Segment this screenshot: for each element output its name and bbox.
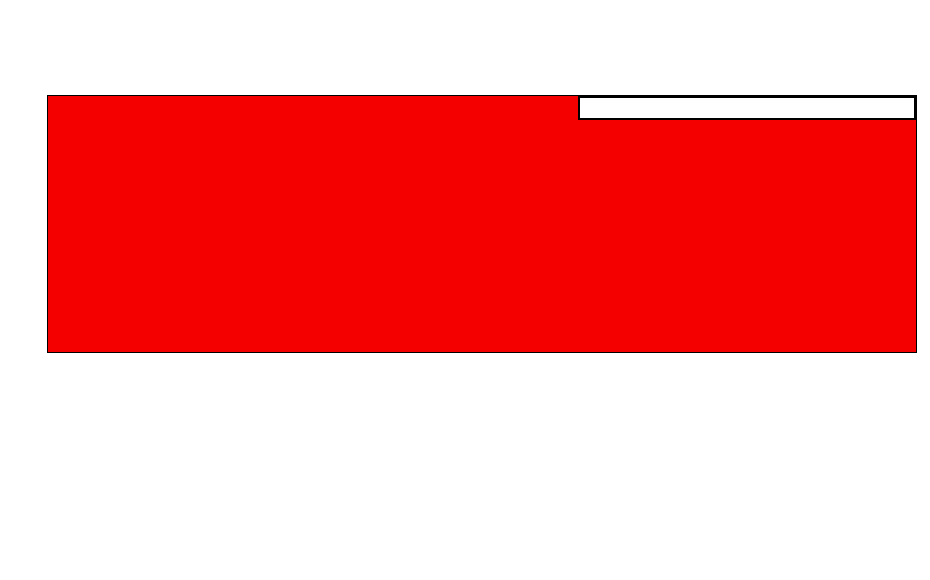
colorbar	[0, 452, 930, 482]
noaa-psl-banner	[578, 96, 916, 120]
map-panel	[47, 95, 917, 353]
precipitation-field-canvas	[48, 96, 915, 351]
